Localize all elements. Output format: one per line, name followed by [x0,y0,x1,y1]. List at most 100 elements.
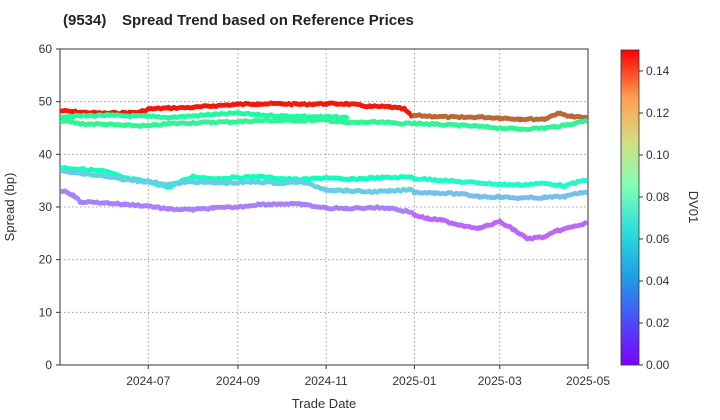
x-axis-ticks: 2024-07 2024-09 2024-11 2025-01 2025-03 2025-… [126,365,610,388]
data-point [102,121,108,127]
data-point [569,224,575,230]
colorbar-tick-label: 0.10 [646,148,670,162]
plot-area: 0 10 20 30 40 50 60 2024-07 2024-09 2024-11 2025-… [39,42,611,388]
y-tick-label: 30 [39,200,53,214]
y-tick-label: 0 [45,358,52,372]
data-point [497,181,503,187]
data-point [323,205,329,211]
y-tick-label: 10 [39,305,53,319]
data-point [235,180,241,186]
x-tick-label: 2024-11 [305,374,348,388]
data-point [278,180,284,186]
data-point [145,113,151,119]
data-point [255,112,261,118]
data-point [323,187,329,193]
series-group [60,188,415,215]
data-point [255,173,261,180]
data-point [210,205,216,211]
data-point [255,179,261,185]
data-point [190,179,196,185]
colorbar-gradient [620,49,640,366]
data-point [122,122,128,128]
data-point [562,193,568,200]
colorbar-ticks: 0.00 0.02 0.04 0.06 0.08 0.10 0.12 0.14 [639,64,670,372]
data-point [210,119,216,125]
y-tick-label: 60 [39,42,53,56]
x-tick-label: 2025-03 [478,374,522,388]
data-point [401,106,407,112]
data-point [387,174,393,181]
data-point [299,101,305,107]
data-point [165,114,172,121]
data-point [235,119,241,125]
data-point [411,176,417,182]
data-point [255,118,261,124]
data-point [102,168,108,174]
data-point [343,120,349,126]
series-group [59,100,415,119]
data-point [190,207,196,213]
data-point [77,170,83,176]
colorbar-tick-label: 0.04 [646,274,670,288]
data-point [102,173,108,180]
data-point [210,180,216,186]
data-point [476,180,483,186]
data-point [367,189,373,195]
series-group [411,175,589,190]
x-tick-label: 2025-01 [392,374,436,388]
data-point [432,121,438,127]
series-group [411,212,588,242]
colorbar: 0.00 0.02 0.04 0.06 0.08 0.10 0.12 0.14 DV01 [620,49,701,372]
data-point [278,118,284,124]
data-point [102,112,108,118]
data-point [497,115,503,121]
data-point [323,101,329,107]
data-point [343,206,349,212]
data-point [387,120,393,126]
data-point [122,177,128,183]
data-point [569,113,575,119]
data-point [555,228,561,234]
data-point [323,174,329,181]
data-point [77,121,83,127]
series-group [411,110,588,123]
data-point [542,194,548,201]
data-point [235,110,241,116]
colorbar-label: DV01 [686,191,701,224]
data-point [190,104,196,111]
data-point [278,176,284,182]
series-group [411,118,589,133]
data-point [542,180,548,186]
data-point [411,189,417,195]
data-point [524,236,530,242]
data-point [255,101,261,107]
data-point [190,173,196,180]
data-point [343,101,349,107]
data-point [432,113,438,119]
y-axis-label: Spread (bp) [2,173,17,242]
data-point [582,178,589,184]
data-point [190,113,196,119]
data-point [278,101,284,107]
colorbar-tick-label: 0.00 [646,358,670,372]
data-point [555,110,561,116]
data-point [411,120,417,126]
y-tick-label: 40 [39,147,53,161]
data-point [235,101,241,107]
data-point [343,177,349,183]
data-point [497,219,503,225]
data-point [439,217,445,223]
data-point [387,188,393,194]
data-point [517,182,523,188]
data-point [190,120,196,126]
x-axis-label: Trade Date [292,396,357,411]
data-point [456,191,462,197]
y-tick-label: 20 [39,253,53,267]
data-point [542,116,548,122]
data-point [367,204,373,211]
data-point [165,105,172,111]
data-point [510,226,516,232]
data-point [476,123,483,129]
data-point [517,126,523,132]
data-point [582,118,589,124]
